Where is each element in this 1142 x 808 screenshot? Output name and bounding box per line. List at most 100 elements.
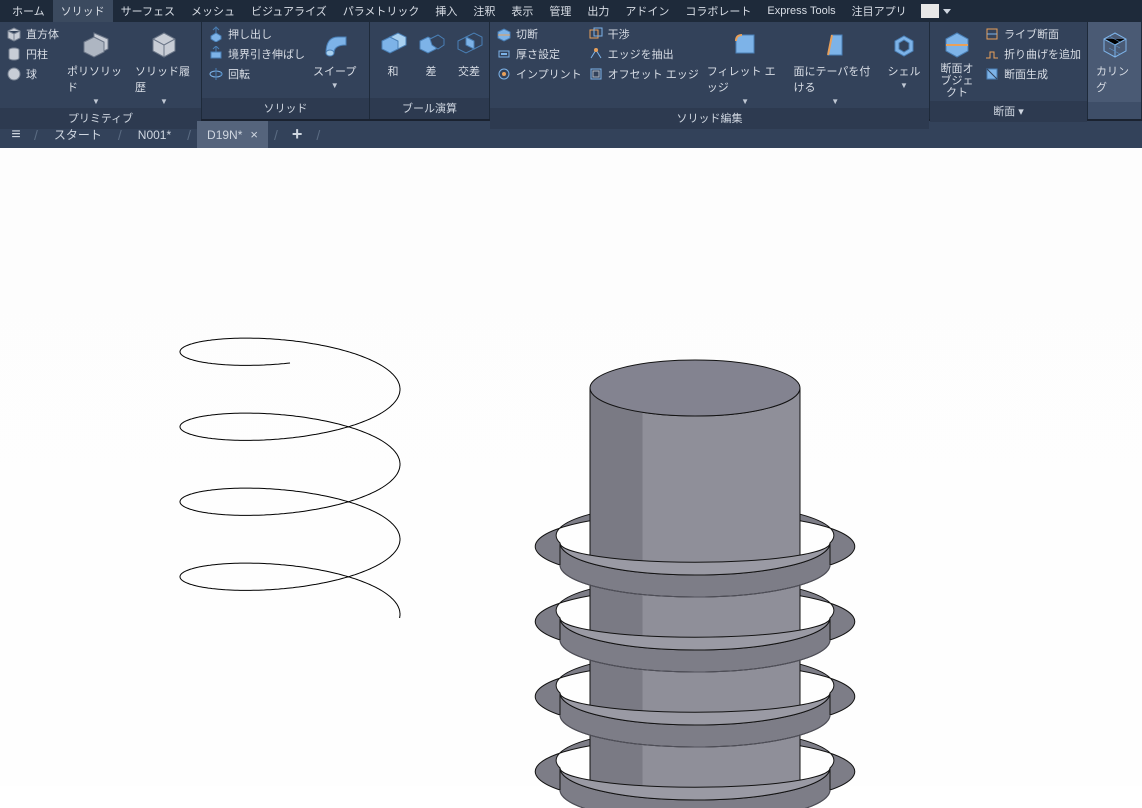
revolve-icon [208, 66, 224, 82]
menu-home[interactable]: ホーム [4, 0, 53, 22]
menu-manage[interactable]: 管理 [541, 0, 579, 22]
intersect-button[interactable]: 交差 [450, 25, 488, 81]
menu-surface[interactable]: サーフェス [113, 0, 183, 22]
hamburger-icon[interactable]: ≡ [4, 126, 28, 144]
add-jog-label: 折り曲げを追加 [1004, 46, 1081, 62]
menu-annotate[interactable]: 注釈 [465, 0, 503, 22]
panel-title-section[interactable]: 断面 ▾ [930, 101, 1087, 122]
imprint-icon [496, 66, 512, 82]
section-obj-icon [940, 27, 974, 61]
menu-extra-dropdown[interactable] [921, 4, 951, 18]
separator: / [181, 127, 197, 143]
menu-output[interactable]: 出力 [579, 0, 617, 22]
sweep-icon [318, 27, 352, 61]
menu-collab[interactable]: コラボレート [677, 0, 759, 22]
taper-button[interactable]: 面にテーパを付ける ▼ [789, 25, 881, 108]
solid-history-button[interactable]: ソリッド履歴 ▼ [131, 25, 197, 108]
thickness-icon [496, 46, 512, 62]
culling-label: カリング [1096, 63, 1133, 95]
subtract-button[interactable]: 差 [412, 25, 450, 81]
separator: / [268, 127, 284, 143]
boundary-button[interactable]: 境界引き伸ばし [206, 45, 307, 63]
imprint-label: インプリント [516, 66, 582, 82]
shell-icon [887, 27, 921, 61]
primitive-cylinder-label: 円柱 [26, 46, 48, 62]
section-object-button[interactable]: 断面オブジェクト [934, 25, 980, 101]
add-tab-button[interactable]: + [284, 124, 311, 145]
extract-edge-button[interactable]: エッジを抽出 [586, 45, 701, 63]
extrude-icon [208, 26, 224, 42]
extrude-button[interactable]: 押し出し [206, 25, 307, 43]
menu-insert[interactable]: 挿入 [427, 0, 465, 22]
solid-history-label: ソリッド履歴 [135, 63, 193, 95]
panel-culling: カリング [1088, 22, 1142, 119]
imprint-button[interactable]: インプリント [494, 65, 584, 83]
chevron-down-icon: ▼ [331, 81, 339, 90]
menu-featured[interactable]: 注目アプリ [844, 0, 915, 22]
offset-edge-icon [588, 66, 604, 82]
fillet-edge-button[interactable]: フィレット エッジ ▼ [703, 25, 788, 108]
offset-edge-label: オフセット エッジ [608, 66, 699, 82]
culling-button[interactable]: カリング [1092, 25, 1137, 97]
slice-button[interactable]: 切断 [494, 25, 584, 43]
union-label: 和 [388, 63, 399, 79]
sphere-icon [6, 66, 22, 82]
shell-button[interactable]: シェル ▼ [883, 25, 925, 92]
chevron-down-icon: ▼ [831, 97, 839, 106]
panel-solid: 押し出し 境界引き伸ばし 回転 スイープ ▼ ソリッド [202, 22, 370, 119]
gen-section-icon [984, 66, 1000, 82]
close-icon[interactable]: × [250, 127, 258, 142]
tab-start[interactable]: スタート [44, 121, 112, 149]
interfere-button[interactable]: 干渉 [586, 25, 701, 43]
taper-label: 面にテーパを付ける [793, 63, 877, 95]
panel-boolean: 和 差 交差 ブール演算 [370, 22, 490, 119]
separator: / [310, 127, 326, 143]
menu-mesh[interactable]: メッシュ [183, 0, 243, 22]
tab-doc-0[interactable]: N001* [128, 121, 181, 149]
primitive-cylinder[interactable]: 円柱 [4, 45, 61, 63]
sweep-button[interactable]: スイープ ▼ [309, 25, 360, 92]
union-icon [376, 27, 410, 61]
primitive-sphere[interactable]: 球 [4, 65, 61, 83]
menu-bar: ホーム ソリッド サーフェス メッシュ ビジュアライズ パラメトリック 挿入 注… [0, 0, 1142, 22]
primitive-sphere-label: 球 [26, 66, 37, 82]
menu-addin[interactable]: アドイン [617, 0, 677, 22]
helix-wireframe [40, 168, 540, 618]
cylinder-icon [6, 46, 22, 62]
menu-view[interactable]: 表示 [503, 0, 541, 22]
live-section-button[interactable]: ライブ断面 [982, 25, 1083, 43]
interfere-label: 干渉 [608, 26, 630, 42]
taper-icon [818, 27, 852, 61]
thickness-button[interactable]: 厚さ設定 [494, 45, 584, 63]
slice-icon [496, 26, 512, 42]
revolve-label: 回転 [228, 66, 250, 82]
menu-parametric[interactable]: パラメトリック [335, 0, 428, 22]
extrude-label: 押し出し [228, 26, 272, 42]
gen-section-button[interactable]: 断面生成 [982, 65, 1083, 83]
add-jog-icon [984, 46, 1000, 62]
tab-doc-1[interactable]: D19N* × [197, 121, 268, 149]
add-jog-button[interactable]: 折り曲げを追加 [982, 45, 1083, 63]
panel-title-culling [1088, 102, 1141, 119]
offset-edge-button[interactable]: オフセット エッジ [586, 65, 701, 83]
primitive-box[interactable]: 直方体 [4, 25, 61, 43]
menu-visualize[interactable]: ビジュアライズ [243, 0, 335, 22]
thickness-label: 厚さ設定 [516, 46, 560, 62]
history-icon [147, 27, 181, 61]
revolve-button[interactable]: 回転 [206, 65, 307, 83]
polysolid-label: ポリソリッド [67, 63, 125, 95]
fillet-icon [728, 27, 762, 61]
polysolid-button[interactable]: ポリソリッド ▼ [63, 25, 129, 108]
union-button[interactable]: 和 [374, 25, 412, 81]
boundary-label: 境界引き伸ばし [228, 46, 305, 62]
extract-edge-icon [588, 46, 604, 62]
chevron-down-icon: ▼ [160, 97, 168, 106]
interfere-icon [588, 26, 604, 42]
intersect-label: 交差 [458, 63, 480, 79]
panel-primitive: 直方体 円柱 球 ポリソリッド ▼ ソリッド履歴 ▼ [0, 22, 202, 119]
intersect-icon [452, 27, 486, 61]
menu-solid[interactable]: ソリッド [53, 0, 113, 22]
menu-express[interactable]: Express Tools [759, 2, 843, 20]
drawing-canvas[interactable] [0, 148, 1142, 786]
live-section-label: ライブ断面 [1004, 26, 1059, 42]
